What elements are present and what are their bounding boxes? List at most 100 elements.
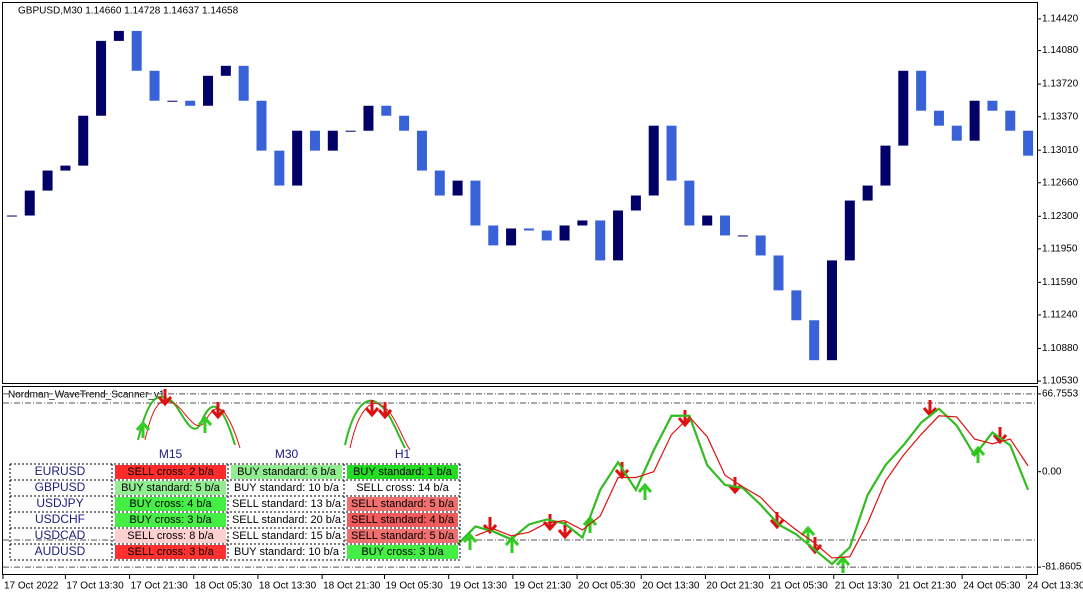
signal-cell [115,481,226,495]
signal-cell [231,465,342,479]
sell-arrow [482,517,498,535]
candle [737,235,748,237]
sell-arrow [210,402,226,420]
x-tick-label: 17 Oct 13:30 [66,581,124,592]
candle [1005,110,1016,131]
signal-text: SELL cross: 8 b/a [127,530,214,542]
candle [506,228,517,246]
candle [470,180,481,226]
signal-text: BUY standard: 1 b/a [353,466,453,478]
price-pane-frame [2,2,1038,384]
candle [113,30,124,41]
y-tick-label: 0.00 [1042,466,1062,477]
candle [96,40,107,116]
signal-text: BUY standard: 6 b/a [237,466,337,478]
signal-cell [347,497,458,511]
candle [399,115,410,131]
candle [78,115,89,166]
indicator-chart: 66.7553 0.00 -81.8605 17 Oct 2022 17 Oct 13:… [2,389,1083,592]
candle [327,130,338,151]
candle [60,165,71,171]
signal-text: SELL standard: 5 b/a [351,530,455,542]
signal-text: SELL cross: 14 b/a [356,482,449,494]
signal-cell [115,529,226,543]
y-tick-label: 1.14420 [1042,14,1079,25]
y-tick-label: 1.13370 [1042,111,1079,122]
candle [523,228,534,231]
candle [630,195,641,211]
signal-text: SELL standard: 15 b/a [232,530,342,542]
candle [452,180,463,196]
candle [416,130,427,171]
column-header: M30 [275,447,299,461]
y-tick-label: 1.11240 [1042,310,1078,321]
x-tick-label: 21 Oct 05:30 [771,581,829,592]
candle [363,105,374,131]
signal-text: SELL standard: 4 b/a [351,514,455,526]
y-tick-label: -81.8605 [1042,562,1082,573]
candle [648,125,659,196]
candle [916,70,927,111]
x-tick-label: 24 Oct 05:30 [963,581,1021,592]
candle [577,220,588,226]
column-header: H1 [395,447,411,461]
candle [969,100,980,141]
column-header: M15 [159,447,183,461]
x-tick-label: 21 Oct 21:30 [899,581,957,592]
signal-text: SELL cross: 3 b/a [127,546,214,558]
x-tick-label: 17 Oct 21:30 [131,581,189,592]
candle [6,215,17,217]
signal-text: SELL standard: 5 b/a [351,498,455,510]
pair-label: USDJPY [36,496,83,510]
indicator-title: Nordman_WaveTrend_Scanner_v1 [8,390,165,401]
price-chart: 1.14420 1.14080 1.13720 1.13370 1.13010 1.126… [6,14,1079,387]
x-tick-label: 20 Oct 13:30 [642,581,700,592]
buy-arrow [135,420,151,438]
mini-wave [344,399,406,449]
candle [898,70,909,146]
candle [613,210,624,261]
signal-cell [231,481,342,495]
signal-cell [231,497,342,511]
signal-text: BUY cross: 3 b/a [361,546,444,558]
candle [185,100,196,106]
buy-arrow [637,482,653,500]
candle [987,100,998,111]
pair-label: USDCAD [35,528,86,542]
signal-cell [347,545,458,559]
sell-arrow [377,402,393,420]
candle [381,105,392,116]
signal-cell [115,465,226,479]
pair-label: USDCHF [35,512,85,526]
candle [220,65,231,76]
sell-arrow [364,400,380,418]
candle [42,170,53,191]
buy-arrow [835,555,851,573]
signal-text: BUY cross: 4 b/a [129,498,212,510]
candle [292,130,303,186]
signal-text: BUY standard: 5 b/a [121,482,221,494]
buy-arrow [800,525,816,543]
indicator-pane-frame [2,386,1038,575]
pair-label: GBPUSD [35,480,86,494]
candle [167,100,178,102]
x-tick-label: 18 Oct 05:30 [195,581,253,592]
candle [274,150,285,186]
candle [345,130,356,132]
wave-line [456,407,1030,566]
candle [684,180,695,226]
candle [256,100,267,151]
y-tick-label: 1.13720 [1042,79,1079,90]
signal-cell [347,481,458,495]
pair-label: AUDUSD [35,544,86,558]
x-tick-label: 20 Oct 21:30 [706,581,764,592]
y-tick-label: 1.14080 [1042,45,1079,56]
y-tick-label: 1.10880 [1042,343,1079,354]
x-tick-label: 18 Oct 13:30 [259,581,317,592]
candle [880,145,891,186]
y-tick-label: 1.13010 [1042,145,1079,156]
candle [951,125,962,141]
x-tick-label: 19 Oct 05:30 [386,581,444,592]
x-tick-label: 17 Oct 2022 [4,581,59,592]
